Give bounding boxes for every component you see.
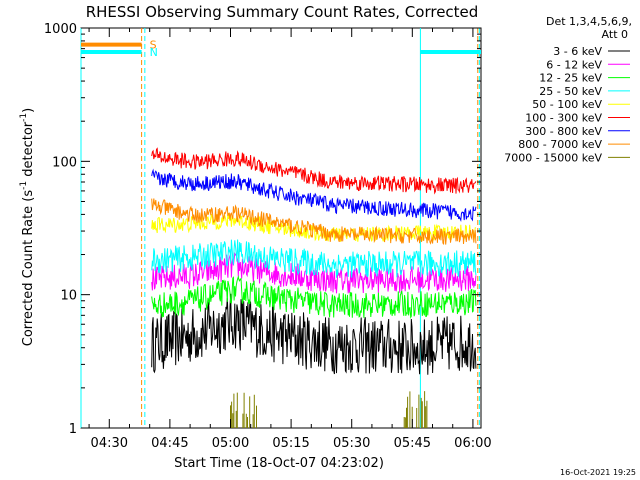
y-axis-label-part2: detector [21,121,36,181]
flag-label-S: S [150,39,157,52]
legend-header-line1: Det 1,3,4,5,6,9, [546,15,632,28]
legend-label-6: 300 - 800 keV [525,125,602,138]
flag-label-N: N [150,46,158,59]
series-trace-0 [151,293,477,375]
x-axis-label: Start Time (18-Oct-07 04:23:02) [174,456,384,471]
x-tick-label-0500: 05:00 [212,436,249,451]
y-axis-label-sup2: -1 [19,113,29,122]
y-axis-label-part3: ) [21,108,36,113]
legend-label-0: 3 - 6 keV [553,45,602,58]
series-25-50keV [151,239,477,278]
x-tick-label-0545: 05:45 [394,436,431,451]
series-trace-6 [151,168,477,223]
x-tick-label-0430: 04:30 [91,436,128,451]
series-300-800keV [151,168,477,223]
x-tick-label-0530: 05:30 [333,436,370,451]
legend-label-8: 7000 - 15000 keV [504,151,602,164]
x-tick-label-0515: 05:15 [272,436,309,451]
series-trace-5 [151,147,477,195]
plot-area: SN 1 10 100 1000 04:30 04:45 05:00 05:15 05:30 05:… [44,22,492,451]
legend-label-3: 25 - 50 keV [539,85,602,98]
series-trace-8 [230,391,428,428]
series-3-6keV [151,293,477,375]
series-trace-2 [151,275,477,320]
y-tick-label-1000: 1000 [44,22,77,37]
series-100-300keV [151,147,477,195]
chart-title: RHESSI Observing Summary Count Rates, Co… [86,3,479,21]
legend-label-2: 12 - 25 keV [539,72,602,85]
series-800-7000keV [151,198,477,245]
footer-timestamp: 16-Oct-2021 19:25 [560,468,636,477]
legend-header-line2: Att 0 [602,28,628,41]
y-tick-label-100: 100 [52,155,77,170]
y-axis-label-sup1: -1 [19,181,29,190]
y-tick-label-10: 10 [60,289,77,304]
series-7000-15000keV [230,391,428,428]
series-trace-3 [151,239,477,278]
legend-label-4: 50 - 100 keV [532,98,602,111]
legend-label-7: 800 - 7000 keV [518,138,602,151]
series-trace-7 [151,198,477,245]
x-tick-label-0600: 06:00 [454,436,491,451]
series-12-25keV [151,275,477,320]
legend-label-5: 100 - 300 keV [525,112,602,125]
legend-label-1: 6 - 12 keV [546,58,602,71]
y-tick-label-1: 1 [69,422,77,437]
y-axis-label-part1: Corrected Count Rate (s [21,190,36,347]
y-axis-label: Corrected Count Rate (s-1 detector-1) [19,108,36,346]
x-tick-label-0445: 04:45 [151,436,188,451]
